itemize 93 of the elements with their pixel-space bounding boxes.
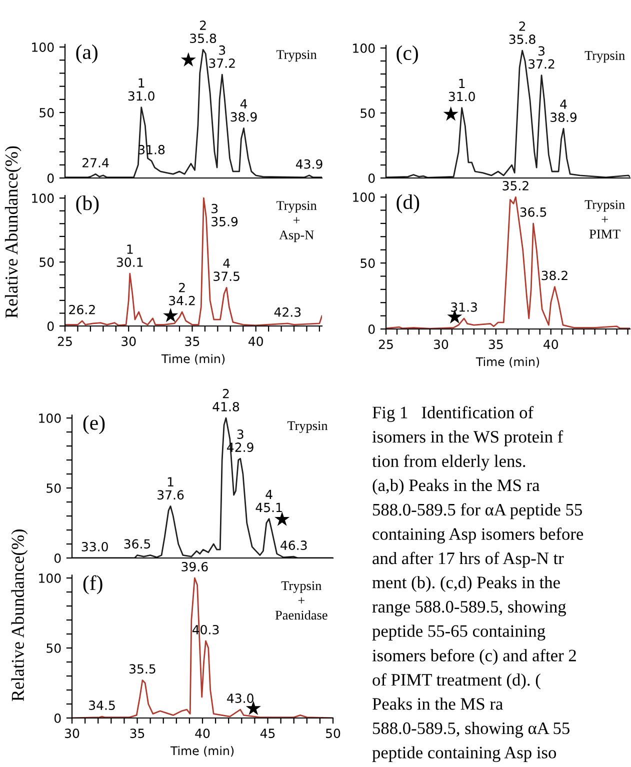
annotation: 2 35.8 [509, 22, 536, 44]
y-tick-label: 0 [54, 553, 61, 563]
annotation: 46.3 [280, 540, 307, 550]
y-tick-label: 100 [353, 192, 375, 202]
text: 588.0-589.5, showing αA 55 [373, 722, 570, 738]
y-axis-title: Relative Abundance(%) [11, 529, 28, 702]
x-tick-label: 40 [248, 336, 263, 346]
y-tick-label: 100 [39, 413, 61, 423]
x-tick-label: 40 [195, 728, 210, 738]
y-axis-title: Relative Abundance(%) [4, 146, 22, 318]
text: 588.0-589.5 for αA peptide 55 [373, 503, 582, 520]
annotation: Trypsin + Asp-N [276, 201, 317, 242]
y-tick-label: 100 [39, 573, 61, 583]
x-tick-label: 35 [488, 340, 503, 350]
text: range 588.0-589.5, showing [372, 600, 566, 616]
text: of PIMT treatment (d). ( [372, 673, 540, 690]
annotation: 38.2 [542, 270, 568, 280]
annotation: 1 30.1 [116, 244, 143, 267]
text: ment (b). (c,d) Peaks in the [372, 576, 560, 592]
annotation: Trypsin + Paenidase [275, 581, 328, 620]
chart-title: (a) [76, 44, 98, 64]
text: isomers before (c) and after 2 [372, 649, 576, 665]
chart-title: (b) [76, 196, 99, 214]
y-tick-label: 50 [360, 258, 375, 268]
x-tick-label: 50 [326, 728, 340, 738]
annotation: 39.6 [182, 562, 208, 572]
annotation: 26.2 [69, 304, 95, 314]
x-axis-title: Time (min) [476, 357, 540, 368]
x-tick-label: 30 [434, 340, 448, 350]
annotation: Trypsin + PIMT [584, 200, 625, 238]
text: containing Asp isomers before [372, 528, 584, 544]
chart-title: (f) [83, 575, 102, 594]
annotation: 4 38.9 [230, 99, 257, 122]
annotation: 1 37.6 [158, 477, 184, 500]
x-tick-label: 30 [122, 336, 136, 346]
text: peptide containing Asp iso [372, 746, 556, 762]
annotation: 3 37.2 [209, 45, 235, 68]
y-tick-label: 0 [47, 321, 54, 331]
annotation: Trypsin [584, 51, 625, 63]
annotation: 33.0 [82, 542, 108, 552]
annotation: 1 31.0 [128, 78, 154, 101]
annotation: 34.5 [89, 700, 115, 710]
annotation: 3 37.2 [528, 46, 554, 69]
x-tick-label: 35 [130, 728, 144, 738]
chart-title: (d) [396, 194, 420, 214]
x-tick-label: 45 [260, 728, 275, 738]
annotation: 42.3 [274, 307, 301, 317]
annotation: Trypsin [276, 50, 317, 62]
annotation: 2 35.8 [190, 20, 216, 44]
y-tick-label: 100 [32, 194, 54, 203]
annotation: 43.9 [296, 159, 322, 169]
text: isomers in the WS protein f [372, 430, 564, 446]
text: and after 17 hrs of Asp-N tr [372, 552, 564, 568]
y-tick-label: 100 [353, 43, 375, 53]
text: tion from elderly lens. [372, 454, 526, 471]
y-tick-label: 50 [40, 108, 54, 118]
y-tick-label: 0 [368, 324, 375, 334]
annotation: 43.0 [227, 694, 254, 704]
chart-title: (c) [396, 45, 418, 64]
annotation: 27.4 [82, 158, 109, 168]
y-tick-label: 50 [360, 108, 375, 118]
x-axis-title: Time (min) [161, 354, 225, 365]
x-tick-label: 25 [58, 336, 72, 346]
x-tick-label: 25 [378, 340, 393, 350]
x-tick-label: 40 [544, 340, 558, 350]
y-tick-label: 0 [54, 713, 61, 723]
text: peptide 55-65 containing [372, 624, 546, 640]
x-tick-label: 30 [65, 728, 80, 738]
text: (a,b) Peaks in the MS ra [372, 478, 540, 495]
annotation: 35.5 [130, 664, 156, 674]
y-tick-label: 50 [46, 483, 61, 493]
annotation: 4 38.9 [550, 100, 577, 122]
annotation: 4 37.5 [214, 258, 240, 282]
chart-title: (e) [83, 415, 105, 434]
annotation: Trypsin [287, 421, 328, 433]
x-tick-label: 35 [185, 336, 200, 346]
y-tick-label: 100 [32, 42, 54, 52]
annotation: 36.5 [520, 207, 546, 217]
annotation: 35.2 [502, 180, 528, 190]
y-tick-label: 0 [368, 173, 375, 183]
annotation: 2 41.8 [212, 388, 240, 412]
y-tick-label: 50 [46, 643, 61, 653]
annotation: 2 34.2 [169, 282, 195, 306]
annotation: 4 45.1 [256, 490, 282, 512]
annotation: 36.5 [124, 539, 150, 549]
y-tick-label: 50 [40, 258, 54, 267]
y-tick-label: 0 [47, 173, 54, 183]
caption: Fig 1 Identification of [372, 406, 534, 422]
annotation: 31.3 [451, 302, 477, 312]
x-axis-title: Time (min) [170, 746, 234, 757]
annotation: 1 31.0 [448, 78, 475, 102]
annotation: 3 35.9 [212, 204, 238, 226]
text: Peaks in the MS ra [372, 698, 503, 710]
